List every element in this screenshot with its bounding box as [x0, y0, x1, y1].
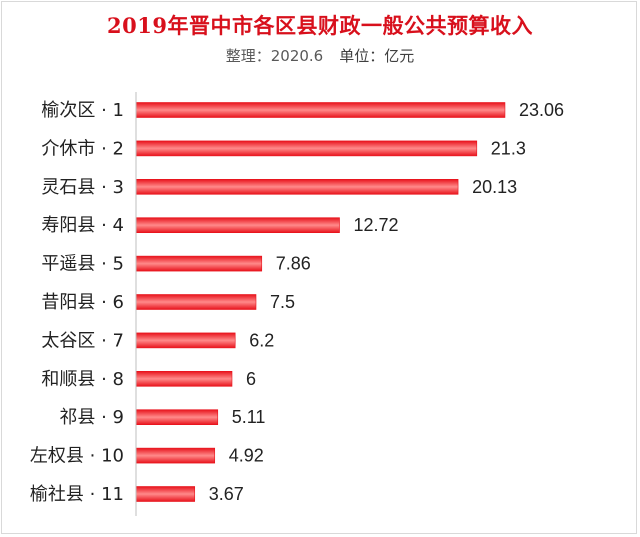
category-label: 寿阳县 · 4	[41, 215, 124, 236]
category-label: 榆社县 · 11	[30, 484, 124, 505]
chart-plot-area: 榆次区 · 1 23.06 介休市 · 2 21.3 灵石县 · 3 20.13 寿阳县 ·…	[30, 92, 564, 516]
bar	[135, 140, 478, 157]
value-label: 20.13	[472, 177, 517, 197]
category-label: 介休市 · 2	[41, 138, 124, 159]
value-label: 7.86	[276, 254, 311, 274]
value-label: 5.11	[232, 407, 266, 427]
subtitle-unit: 单位：亿元	[339, 47, 415, 65]
value-label: 4.92	[229, 446, 264, 466]
category-label: 灵石县 · 3	[41, 177, 124, 198]
value-label: 6.2	[249, 330, 274, 350]
value-label: 21.3	[491, 138, 526, 158]
bar	[135, 486, 196, 502]
bar	[135, 255, 263, 272]
value-label: 3.67	[209, 484, 244, 504]
bar	[135, 217, 340, 233]
category-label: 昔阳县 · 6	[41, 292, 124, 313]
value-label: 12.72	[354, 215, 399, 235]
category-label: 太谷区 · 7	[41, 330, 124, 351]
category-label: 榆次区 · 1	[41, 100, 124, 121]
category-label: 平遥县 · 5	[41, 254, 124, 275]
bar	[135, 102, 506, 118]
category-label: 左权县 · 10	[30, 446, 124, 467]
bar	[135, 332, 236, 349]
bar	[135, 179, 459, 195]
bar	[135, 447, 216, 464]
bar	[135, 409, 219, 426]
value-label: 6	[246, 369, 256, 389]
chart-title: 2019年晋中市各区县财政一般公共预算收入	[107, 13, 533, 38]
value-label: 23.06	[519, 100, 564, 120]
subtitle-date: 整理：2020.6	[225, 47, 324, 65]
chart-subtitle: 整理：2020.6 单位：亿元	[0, 45, 640, 66]
value-label: 7.5	[270, 292, 295, 312]
category-label: 和顺县 · 8	[41, 369, 124, 390]
category-label: 祁县 · 9	[59, 407, 124, 428]
bar	[135, 294, 257, 310]
bar	[135, 370, 233, 387]
